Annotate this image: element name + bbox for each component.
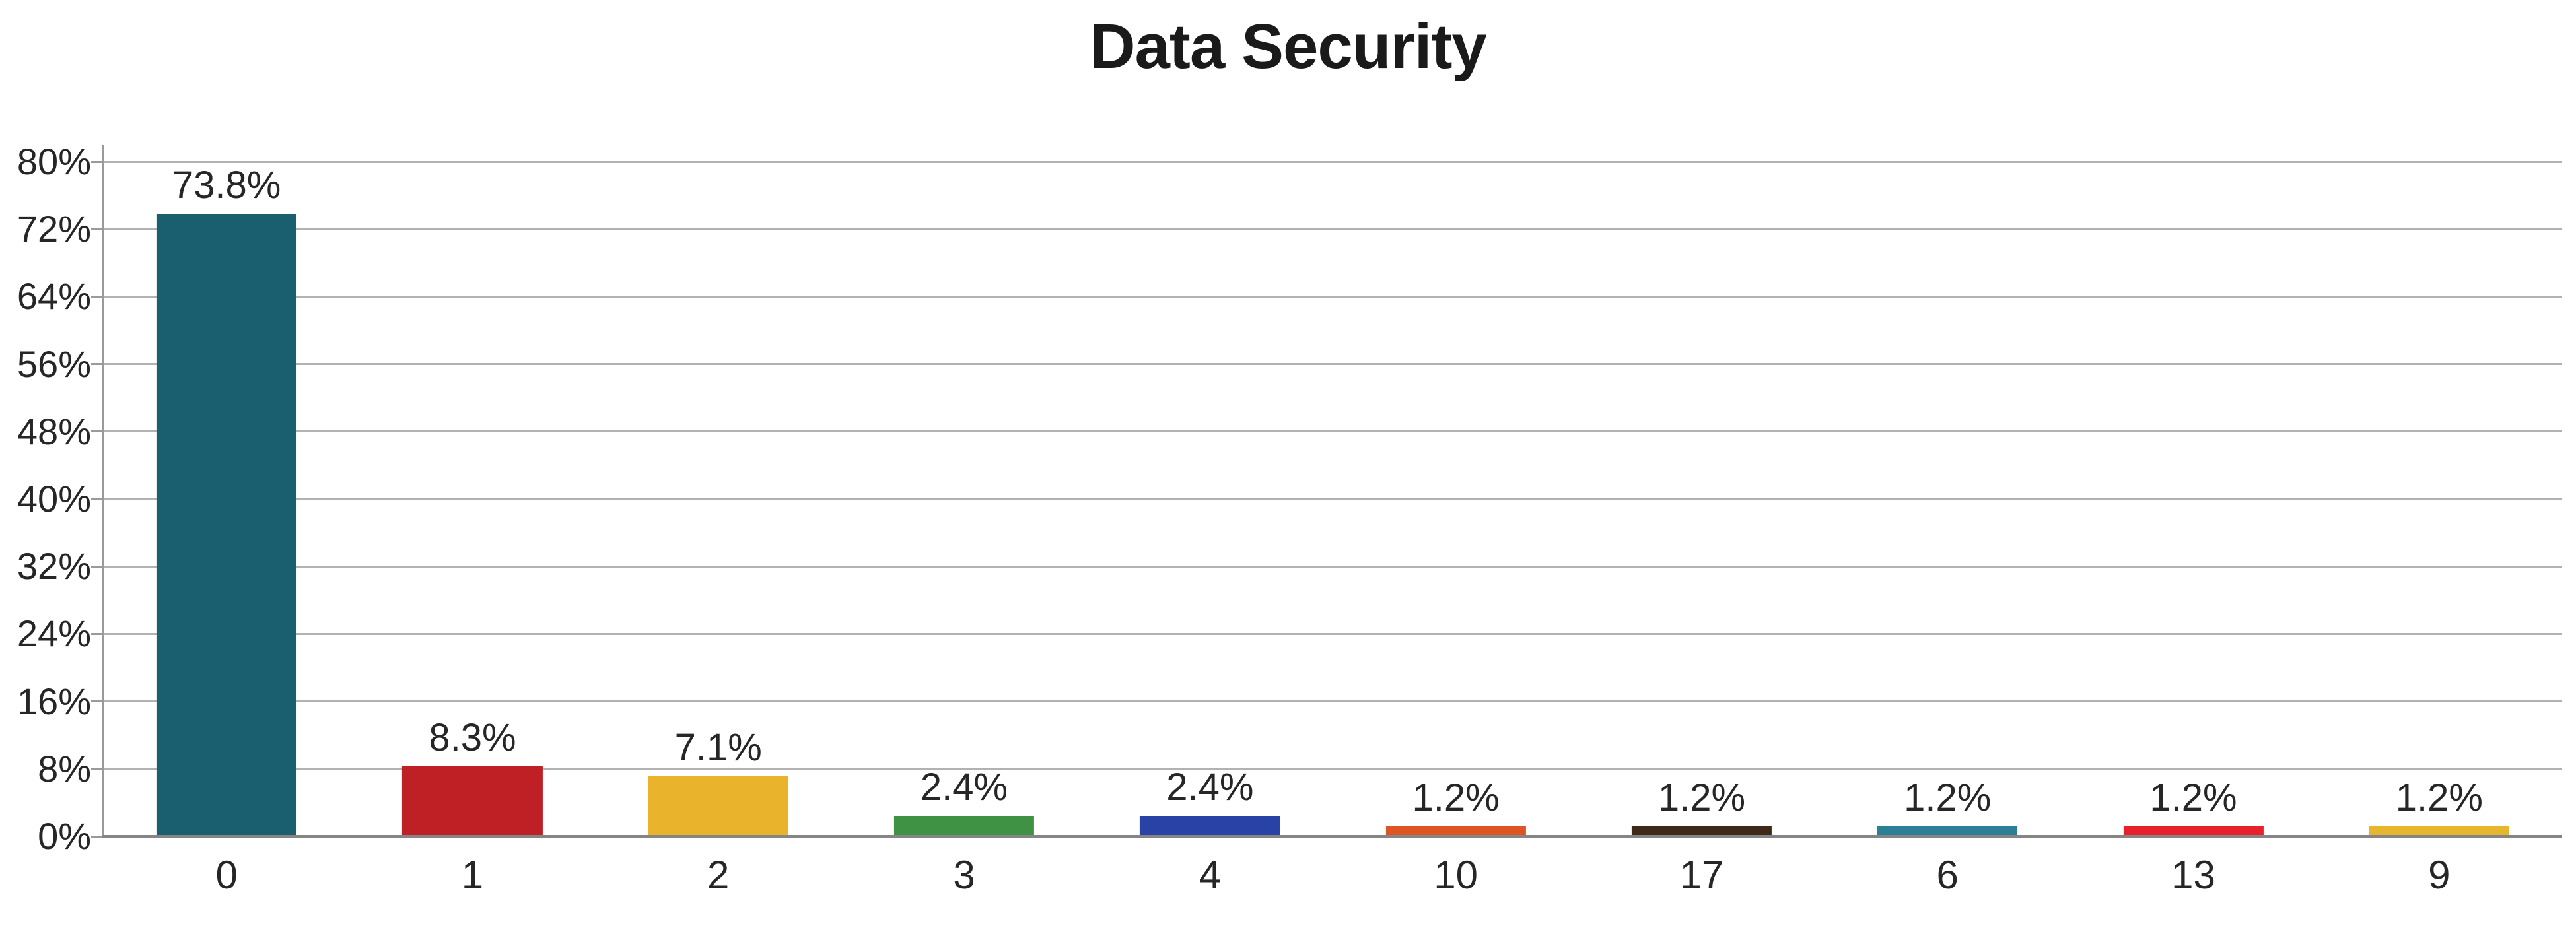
bar-value-label-2: 7.1% (674, 726, 762, 770)
x-tick-label-10: 10 (1434, 853, 1478, 897)
bar-2 (648, 776, 788, 836)
bar-1 (402, 766, 543, 836)
x-tick-label-3: 3 (953, 853, 975, 897)
bar-slot-13: 1.2% (2070, 162, 2316, 836)
gridline-48 (104, 430, 2562, 433)
y-tick-label-40: 40% (17, 478, 91, 519)
bar-value-label-0: 73.8% (172, 164, 281, 207)
gridline-24 (104, 632, 2562, 635)
bar-value-label-3: 2.4% (920, 766, 1008, 809)
bar-value-label-1: 8.3% (429, 716, 516, 759)
y-tick-label-72: 72% (17, 208, 91, 250)
bar-13 (2123, 826, 2264, 836)
bar-value-label-13: 1.2% (2149, 776, 2237, 819)
y-tick-16 (91, 700, 102, 703)
bar-slot-0: 73.8% (104, 162, 349, 836)
bar-10 (1385, 826, 1526, 836)
gridline-32 (104, 565, 2562, 568)
y-tick-label-16: 16% (17, 680, 91, 722)
x-tick-label-6: 6 (1936, 853, 1959, 897)
y-tick-label-32: 32% (17, 545, 91, 587)
bar-slot-17: 1.2% (1579, 162, 1825, 836)
bar-slot-10: 1.2% (1333, 162, 1578, 836)
y-tick-label-80: 80% (17, 141, 91, 182)
y-axis-labels: 80% 72% 64% 56% 48% 40% 32% 24% 16% 8% 0% (0, 143, 91, 855)
chart-title: Data Security (1090, 11, 1487, 82)
bar-9 (2369, 826, 2509, 836)
y-tick-label-0: 0% (38, 815, 91, 857)
bar-slot-1: 8.3% (349, 162, 595, 836)
x-tick-label-17: 17 (1679, 853, 1724, 897)
y-tick-0 (91, 835, 102, 838)
x-tick-label-13: 13 (2171, 853, 2215, 897)
y-tick-label-8: 8% (38, 747, 91, 789)
gridline-64 (104, 295, 2562, 298)
x-tick-label-2: 2 (707, 853, 730, 897)
gridline-56 (104, 363, 2562, 366)
bar-0 (157, 214, 297, 836)
y-tick-80 (91, 160, 102, 163)
x-axis-line (102, 835, 2562, 838)
bars: 73.8% 8.3% 7.1% 2.4% 2.4% 1.2% 1.2% 1.2% 1.2% 1.2… (104, 162, 2562, 836)
y-tick-label-24: 24% (17, 613, 91, 655)
x-tick-label-4: 4 (1199, 853, 1222, 897)
y-tick-24 (91, 632, 102, 635)
gridline-72 (104, 228, 2562, 230)
bar-6 (1877, 826, 2018, 836)
y-tick-64 (91, 295, 102, 298)
x-tick-label-0: 0 (215, 853, 238, 897)
x-tick-label-9: 9 (2428, 853, 2451, 897)
y-tick-56 (91, 363, 102, 366)
bar-slot-4: 2.4% (1087, 162, 1333, 836)
y-tick-8 (91, 768, 102, 770)
x-axis-labels: 0 1 2 3 4 10 17 6 13 9 (104, 855, 2562, 895)
y-tick-label-64: 64% (17, 275, 91, 318)
bar-value-label-9: 1.2% (2395, 776, 2483, 819)
bar-slot-6: 1.2% (1825, 162, 2070, 836)
plot-area: 73.8% 8.3% 7.1% 2.4% 2.4% 1.2% 1.2% 1.2% 1.2% 1.2… (91, 145, 2562, 838)
y-tick-32 (91, 565, 102, 568)
y-tick-48 (91, 430, 102, 433)
gridline-16 (104, 700, 2562, 703)
bar-value-label-17: 1.2% (1657, 776, 1746, 819)
bar-slot-9: 1.2% (2316, 162, 2562, 836)
bar-value-label-6: 1.2% (1904, 776, 1992, 819)
bar-3 (893, 816, 1035, 836)
x-tick-label-1: 1 (461, 853, 484, 897)
y-tick-72 (91, 228, 102, 230)
gridline-80 (104, 160, 2562, 163)
y-axis-line (102, 145, 104, 836)
y-tick-40 (91, 498, 102, 500)
gridline-40 (104, 498, 2562, 500)
y-tick-label-48: 48% (17, 410, 91, 452)
bar-4 (1140, 816, 1280, 836)
gridline-8 (104, 768, 2562, 770)
bar-slot-2: 7.1% (596, 162, 841, 836)
bar-value-label-4: 2.4% (1166, 766, 1254, 809)
bar-value-label-10: 1.2% (1412, 776, 1500, 819)
bar-17 (1631, 826, 1772, 836)
y-tick-label-56: 56% (17, 343, 91, 385)
bar-slot-3: 2.4% (841, 162, 1087, 836)
